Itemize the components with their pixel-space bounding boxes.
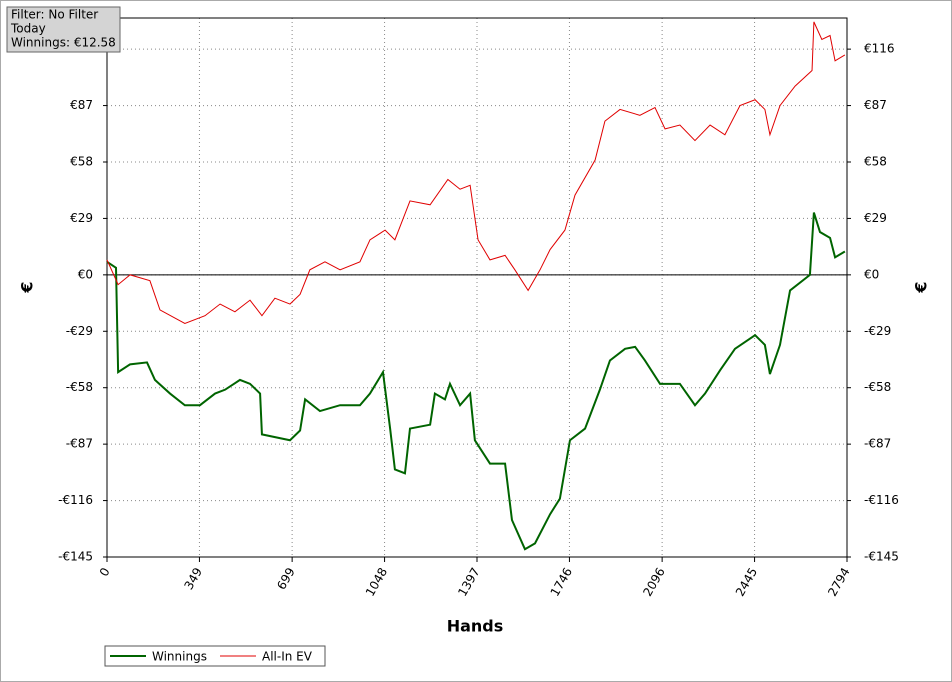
x-axis-label: Hands [447,617,504,636]
y-tick-label: €87 [70,98,93,112]
filter-text: Winnings: €12.58 [11,36,116,50]
y2-tick-label: €116 [864,42,895,56]
y2-tick-label: -€29 [864,324,891,338]
y2-tick-label: €0 [864,267,879,281]
filter-text: Filter: No Filter [11,8,98,22]
y2-tick-label: -€87 [864,437,891,451]
y-tick-label: €58 [70,154,93,168]
y-tick-label: €29 [70,211,93,225]
series-line [106,212,846,551]
plot-border [106,17,848,558]
series-line [106,21,846,325]
y2-tick-label: -€116 [864,493,899,507]
legend-box [104,645,326,667]
y2-tick-label: €58 [864,154,887,168]
y2-axis-label: € [912,281,931,293]
legend-label: All-In EV [262,650,313,664]
y-tick-label: -€145 [58,550,93,564]
filter-text: Today [10,22,46,36]
y-axis-label: € [18,281,37,293]
filter-box [6,6,121,53]
legend-label: Winnings [152,650,207,664]
y-tick-label: -€87 [66,437,93,451]
plot-area [107,18,847,557]
y-tick-label: €0 [78,267,93,281]
y-tick-label: -€29 [66,324,93,338]
y2-tick-label: -€58 [864,380,891,394]
y2-tick-label: €87 [864,98,887,112]
y2-tick-label: €29 [864,211,887,225]
y-tick-label: -€116 [58,493,93,507]
y-tick-label: -€58 [66,380,93,394]
y2-tick-label: -€145 [864,550,899,564]
